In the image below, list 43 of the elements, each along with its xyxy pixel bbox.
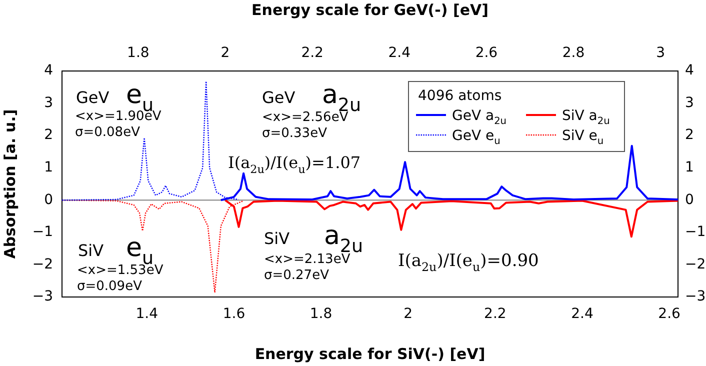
x2-axis-title: Energy scale for GeV(-) [eV] — [252, 0, 488, 19]
x-tick-label: 2.6 — [658, 306, 681, 322]
annotation: SiV — [264, 229, 290, 248]
y-tick-label: −2 — [32, 256, 53, 272]
y-tick-label: 3 — [44, 94, 53, 111]
y2-tick-label: −2 — [685, 256, 706, 272]
x-tick-label: 2.4 — [571, 306, 594, 322]
y-tick-label: 0 — [44, 192, 53, 208]
annotation: GeV — [262, 88, 296, 107]
y2-tick-label: 1 — [685, 160, 694, 176]
annotation: σ=0.33eV — [262, 126, 328, 141]
annotation: GeV — [76, 88, 110, 107]
x2-tick-label: 1.8 — [127, 45, 150, 62]
x2-tick-label: 3 — [656, 45, 666, 62]
y2-tick-label: 4 — [685, 62, 694, 79]
y2-tick-label: −1 — [685, 224, 706, 240]
y2-tick-label: −3 — [685, 288, 706, 305]
annotation: <x>=1.90eV — [75, 109, 162, 124]
annotation: SiV — [78, 241, 104, 260]
x2-tick-label: 2.4 — [388, 45, 411, 62]
y-tick-label: 1 — [44, 160, 53, 176]
annotation: σ=0.08eV — [75, 125, 140, 140]
y-tick-label: 4 — [44, 62, 54, 79]
y-axis-title: Absorption [a. u.] — [0, 109, 19, 259]
x2-tick-label: 2.8 — [562, 45, 585, 62]
x2-tick-label: 2.6 — [475, 45, 498, 62]
legend-title: 4096 atoms — [418, 88, 502, 104]
y2-tick-label: 2 — [685, 127, 694, 144]
y2-tick-label: 0 — [685, 192, 694, 208]
x-tick-label: 2.2 — [484, 306, 506, 322]
annotation: σ=0.27eV — [264, 268, 330, 283]
y2-tick-label: 3 — [685, 94, 694, 111]
y-tick-label: −3 — [32, 288, 53, 305]
x2-tick-label: 2.2 — [301, 45, 324, 62]
x-tick-label: 1.6 — [222, 306, 246, 322]
x-tick-label: 1.4 — [136, 306, 158, 322]
x-tick-label: 2 — [404, 306, 413, 322]
y-tick-label: −1 — [32, 224, 53, 240]
annotation: σ=0.09eV — [77, 279, 142, 294]
x2-tick-label: 2 — [220, 45, 230, 62]
y-tick-label: 2 — [44, 127, 53, 144]
x-tick-label: 1.8 — [310, 306, 332, 322]
x-axis-title: Energy scale for SiV(-) [eV] — [254, 344, 486, 363]
